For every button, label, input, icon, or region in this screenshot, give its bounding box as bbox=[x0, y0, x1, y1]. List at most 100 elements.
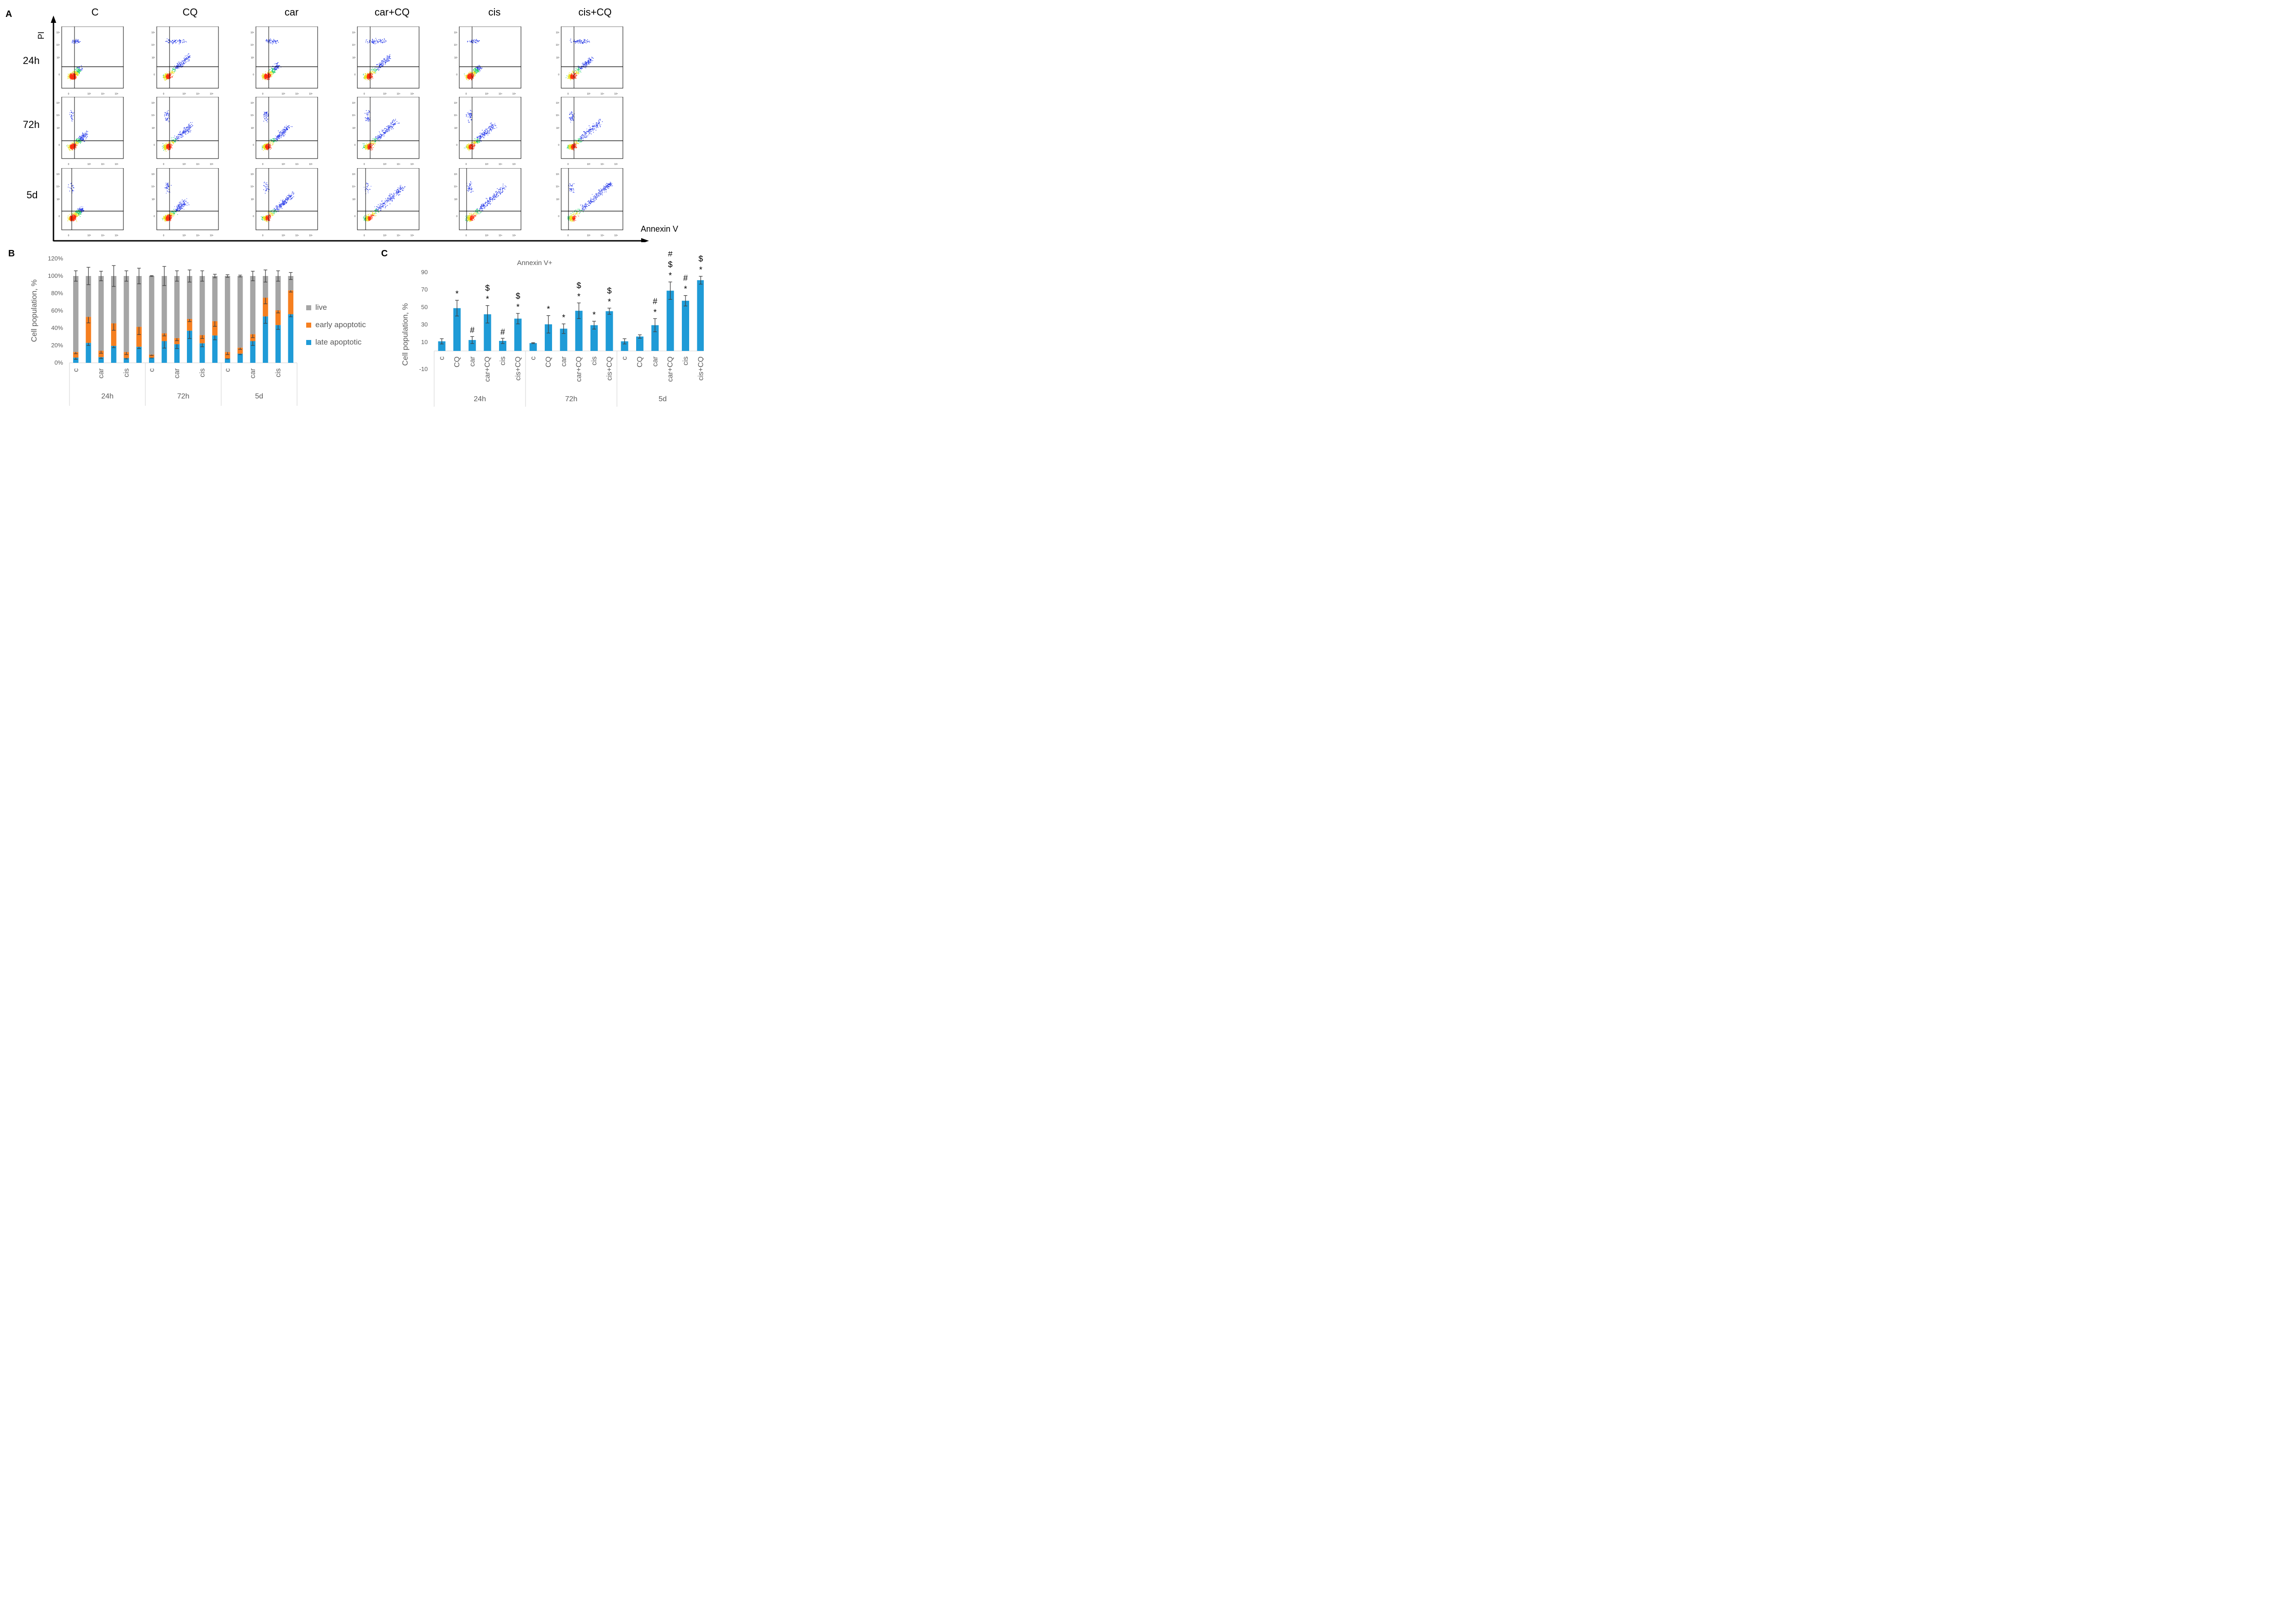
panel-a-axes bbox=[51, 16, 649, 242]
column-title-cq: CQ bbox=[182, 6, 198, 18]
y-tick-label: 10⁴ bbox=[151, 114, 155, 117]
bar-live bbox=[199, 276, 205, 335]
x-category-label: car bbox=[468, 356, 476, 366]
x-tick-label: 10³ bbox=[182, 163, 186, 166]
x-tick-label: 10⁵ bbox=[512, 93, 516, 96]
bar-late-apoptotic bbox=[149, 357, 154, 363]
significance-marker: $ bbox=[668, 260, 673, 269]
y-tick-label: 0 bbox=[558, 74, 559, 76]
x-tick-label: 0 bbox=[466, 93, 467, 96]
y-tick-label: 0 bbox=[456, 74, 457, 76]
bar-live bbox=[85, 276, 91, 317]
significance-marker: * bbox=[592, 310, 595, 319]
flow-plot-cq-72h: 0 10³ 10⁴ 10⁵ 0 10³ 10⁴ 10⁵ bbox=[151, 97, 219, 166]
x-tick-label: 10⁴ bbox=[600, 93, 604, 96]
y-tick-label: 10⁵ bbox=[352, 102, 356, 105]
bar-early-apoptotic bbox=[263, 297, 268, 317]
column-title-car-cq: car+CQ bbox=[374, 6, 410, 18]
y-tick-label: 10⁵ bbox=[454, 32, 457, 34]
bar-live bbox=[212, 276, 218, 321]
significance-marker: * bbox=[577, 292, 580, 301]
y-tick-label: 10⁵ bbox=[151, 173, 155, 176]
x-category-label: car bbox=[560, 356, 568, 366]
bar-late-apoptotic bbox=[263, 316, 268, 363]
x-tick-label: 10⁵ bbox=[410, 163, 414, 166]
bar-annexin-v bbox=[606, 311, 613, 351]
pi-arrowhead-icon bbox=[51, 16, 56, 23]
x-category-label: cis bbox=[590, 356, 598, 366]
plot-frame bbox=[61, 97, 124, 159]
x-category-label: c bbox=[148, 368, 156, 372]
y-tick-label: 10⁵ bbox=[151, 32, 155, 34]
bar-early-apoptotic bbox=[174, 338, 180, 345]
bar-early-apoptotic bbox=[275, 310, 281, 325]
significance-marker: * bbox=[608, 297, 611, 306]
x-category-label: cis bbox=[199, 368, 207, 377]
y-tick-label: 10⁴ bbox=[56, 44, 60, 47]
column-title-cis: cis bbox=[488, 6, 501, 18]
significance-marker: # bbox=[698, 251, 703, 253]
flow-plot-car-cq-5d: 0 10³ 10⁴ 10⁵ 0 10³ 10⁴ 10⁵ bbox=[352, 168, 420, 237]
group-label: 5d bbox=[255, 393, 263, 400]
y-tick-label: 0 bbox=[456, 215, 457, 218]
x-tick-label: 10⁴ bbox=[196, 93, 200, 96]
y-tick-label: 70 bbox=[421, 286, 428, 293]
bar-late-apoptotic bbox=[161, 341, 167, 363]
bar-early-apoptotic bbox=[73, 352, 79, 358]
x-tick-label: 10⁴ bbox=[196, 163, 200, 166]
x-tick-label: 10⁵ bbox=[614, 93, 618, 96]
bar-live bbox=[136, 276, 142, 327]
x-tick-label: 10³ bbox=[383, 234, 387, 237]
y-tick-label: 100% bbox=[48, 272, 64, 279]
bar-early-apoptotic bbox=[149, 354, 154, 358]
y-tick-label: 10⁴ bbox=[56, 186, 60, 188]
y-tick-label: 10⁴ bbox=[250, 44, 254, 47]
x-category-label: CQ bbox=[545, 356, 553, 367]
bar-late-apoptotic bbox=[275, 325, 281, 363]
bar-annexin-v bbox=[545, 324, 552, 351]
y-tick-label: 10³ bbox=[352, 127, 356, 130]
significance-marker: * bbox=[654, 308, 657, 317]
x-tick-label: 10⁵ bbox=[512, 163, 516, 166]
significance-marker: * bbox=[486, 295, 489, 304]
y-tick-label: 10³ bbox=[57, 57, 60, 59]
y-tick-label: 10⁴ bbox=[556, 186, 559, 188]
y-tick-label: 10³ bbox=[152, 198, 155, 201]
significance-marker: $ bbox=[607, 286, 611, 295]
x-category-label: cis+CQ bbox=[514, 356, 522, 381]
y-tick-label: 10⁴ bbox=[352, 186, 356, 188]
bar-annexin-v bbox=[697, 280, 704, 351]
flow-plot-cis-5d: 0 10³ 10⁴ 10⁵ 0 10³ 10⁴ 10⁵ bbox=[454, 168, 521, 237]
x-tick-label: 10⁵ bbox=[309, 93, 313, 96]
y-axis-title: Cell population, % bbox=[401, 303, 409, 366]
bar-live bbox=[275, 276, 281, 311]
significance-marker: * bbox=[455, 289, 458, 298]
bar-early-apoptotic bbox=[161, 333, 167, 341]
significance-marker: # bbox=[668, 251, 673, 258]
bar-annexin-v bbox=[453, 308, 461, 351]
row-title-5d: 5d bbox=[27, 189, 38, 201]
legend-swatch bbox=[306, 340, 311, 345]
x-category-label: car bbox=[651, 356, 659, 366]
x-tick-label: 10³ bbox=[485, 163, 489, 166]
y-tick-label: 10⁵ bbox=[56, 32, 60, 34]
significance-marker: $ bbox=[577, 281, 581, 290]
bar-early-apoptotic bbox=[187, 319, 192, 331]
y-tick-label: 0 bbox=[58, 74, 60, 76]
bar-annexin-v bbox=[529, 343, 537, 351]
x-tick-label: 0 bbox=[364, 93, 365, 96]
significance-marker: * bbox=[699, 265, 702, 275]
chart-title: Annexin V+ bbox=[517, 259, 552, 267]
x-tick-label: 10⁵ bbox=[115, 234, 118, 237]
bar-live bbox=[187, 276, 192, 319]
x-tick-label: 0 bbox=[262, 234, 264, 237]
y-tick-label: 0 bbox=[354, 74, 356, 76]
bar-live bbox=[250, 276, 255, 334]
y-tick-label: 10⁴ bbox=[151, 186, 155, 188]
bar-late-apoptotic bbox=[136, 346, 142, 363]
y-tick-label: 10³ bbox=[152, 57, 155, 59]
x-tick-label: 0 bbox=[262, 163, 264, 166]
column-title-cis-cq: cis+CQ bbox=[578, 6, 612, 18]
x-tick-label: 0 bbox=[163, 234, 165, 237]
y-tick-label: 0 bbox=[154, 74, 155, 76]
